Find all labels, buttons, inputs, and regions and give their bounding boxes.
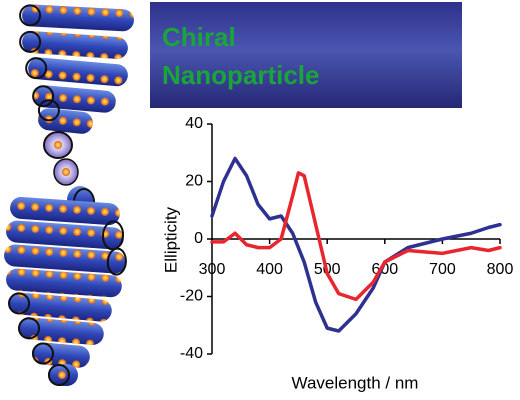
y-tick-label: -20 (180, 288, 203, 305)
x-tick-label: 800 (487, 261, 514, 278)
y-tick-label: 40 (185, 115, 203, 132)
x-tick-label: 300 (199, 261, 226, 278)
title-box: Chiral Nanoparticle (150, 2, 462, 108)
chart-subtitle: Nanoparticle (162, 60, 320, 90)
data-line (210, 171, 502, 302)
x-tick-label: 700 (429, 261, 456, 278)
y-tick-label: 20 (185, 173, 203, 190)
data-line (210, 156, 502, 333)
title-background (150, 2, 462, 108)
x-tick-label: 400 (256, 261, 283, 278)
nanoparticle-illustration (4, 4, 134, 386)
y-tick-label: 0 (194, 230, 203, 247)
y-tick-label: -40 (180, 345, 203, 362)
x-axis-label: Wavelength / nm (292, 373, 419, 392)
y-axis-label: Ellipticity (161, 206, 180, 273)
chart-title: Chiral (162, 22, 236, 52)
